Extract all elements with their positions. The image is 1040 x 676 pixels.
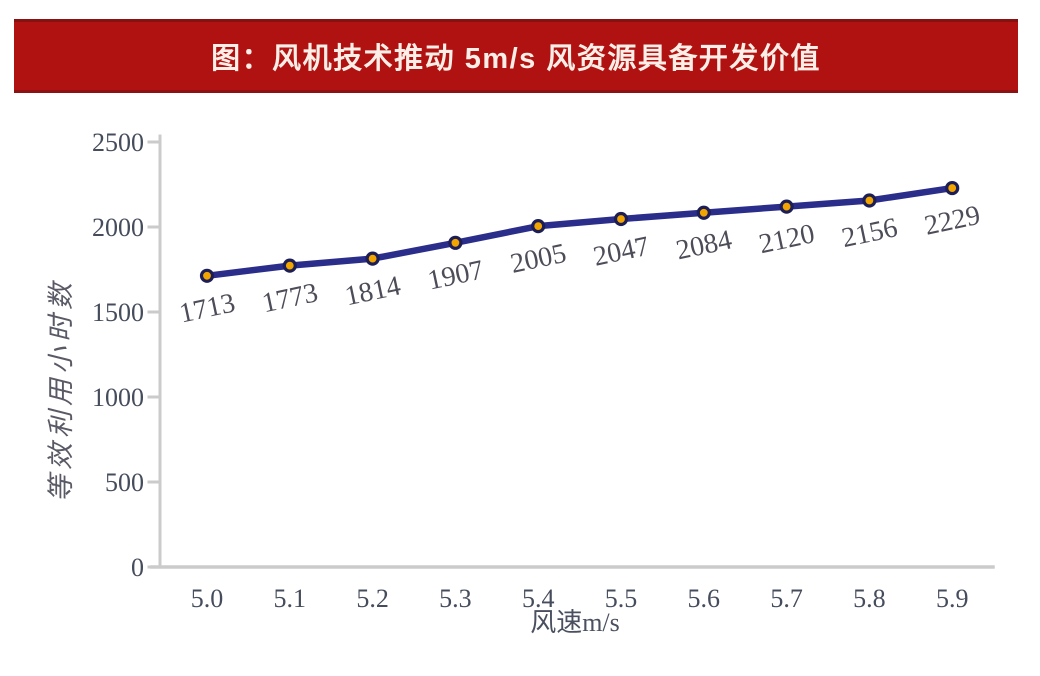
x-tick-label: 5.0 <box>191 584 224 613</box>
y-axis-title: 等效利用小时数 <box>46 278 76 502</box>
data-point <box>613 211 629 227</box>
x-tick-label: 5.1 <box>274 584 307 613</box>
data-point <box>945 180 960 196</box>
y-tick-label: 2500 <box>92 128 144 157</box>
y-tick-label: 0 <box>131 553 144 582</box>
data-point <box>531 219 546 234</box>
data-point <box>862 193 877 208</box>
series-line <box>203 184 956 280</box>
x-axis-title: 风速m/s <box>530 608 620 637</box>
x-tick-label: 5.2 <box>356 584 389 613</box>
data-point <box>696 205 711 220</box>
data-point <box>199 268 215 283</box>
data-point-label: 2120 <box>756 218 817 260</box>
data-point-label: 2084 <box>673 224 734 266</box>
data-point <box>365 251 380 266</box>
data-point <box>779 199 794 214</box>
x-tick-label: 5.3 <box>439 584 472 613</box>
data-point-label: 2047 <box>591 231 652 273</box>
data-point-label: 2229 <box>922 200 983 242</box>
x-tick-label: 5.7 <box>770 584 803 613</box>
chart-title: 图：风机技术推动 5m/s 风资源具备开发价值 <box>211 43 821 75</box>
data-point <box>448 235 463 250</box>
data-point-label: 1773 <box>259 277 320 319</box>
data-point <box>282 258 297 273</box>
x-tick-label: 5.4 <box>522 584 555 613</box>
x-tick-label: 5.5 <box>605 584 638 613</box>
data-point-label: 1713 <box>177 287 238 329</box>
x-tick-label: 5.8 <box>853 584 886 613</box>
y-tick-label: 1000 <box>92 383 144 412</box>
data-point-label: 1814 <box>342 270 403 312</box>
data-point-label: 2005 <box>508 238 569 280</box>
y-tick-label: 500 <box>105 468 144 497</box>
data-point-label: 2156 <box>839 212 900 254</box>
y-tick-label: 2000 <box>92 213 144 242</box>
chart-title-banner: 图：风机技术推动 5m/s 风资源具备开发价值 <box>14 19 1018 93</box>
x-tick-label: 5.9 <box>936 584 969 613</box>
y-tick-label: 1500 <box>92 298 144 327</box>
data-point-label: 1907 <box>425 255 486 297</box>
x-tick-label: 5.6 <box>688 584 721 613</box>
